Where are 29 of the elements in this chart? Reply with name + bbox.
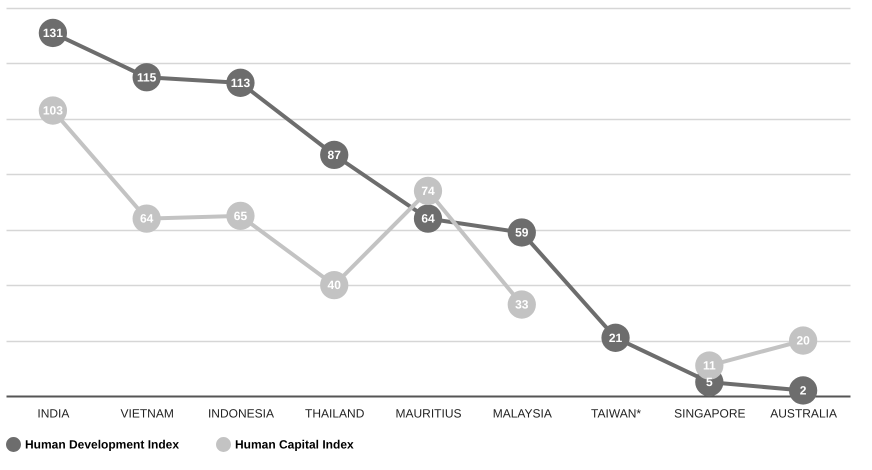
x-tick-label: INDONESIA bbox=[208, 406, 274, 420]
data-label: 2 bbox=[800, 383, 807, 398]
x-tick-label: MALAYSIA bbox=[492, 406, 552, 420]
data-label: 87 bbox=[328, 148, 342, 162]
x-tick-label: THAILAND bbox=[305, 406, 365, 420]
data-label: 115 bbox=[136, 70, 157, 84]
data-label: 113 bbox=[230, 76, 250, 90]
x-tick-label: AUSTRALIA bbox=[770, 406, 837, 420]
data-label: 40 bbox=[328, 278, 342, 292]
data-label: 33 bbox=[515, 298, 529, 312]
x-tick-label: TAIWAN* bbox=[591, 406, 642, 420]
data-label: 5 bbox=[706, 375, 713, 390]
legend-label: Human Development Index bbox=[25, 438, 180, 452]
data-label: 59 bbox=[515, 225, 529, 240]
data-label: 20 bbox=[796, 334, 810, 348]
data-label: 21 bbox=[608, 330, 623, 345]
data-label: 131 bbox=[42, 26, 64, 40]
data-label: 103 bbox=[42, 104, 64, 118]
data-label: 65 bbox=[234, 208, 248, 223]
data-label: 11 bbox=[702, 358, 716, 373]
data-label: 74 bbox=[421, 184, 435, 198]
legend-label: Human Capital Index bbox=[235, 438, 354, 452]
x-tick-label: SINGAPORE bbox=[674, 406, 746, 420]
data-label: 64 bbox=[421, 212, 435, 226]
x-tick-label: VIETNAM bbox=[120, 406, 174, 420]
x-tick-label: INDIA bbox=[37, 406, 70, 420]
point bbox=[788, 376, 818, 405]
x-tick-label: MAURITIUS bbox=[396, 406, 462, 420]
data-label: 64 bbox=[140, 212, 154, 226]
